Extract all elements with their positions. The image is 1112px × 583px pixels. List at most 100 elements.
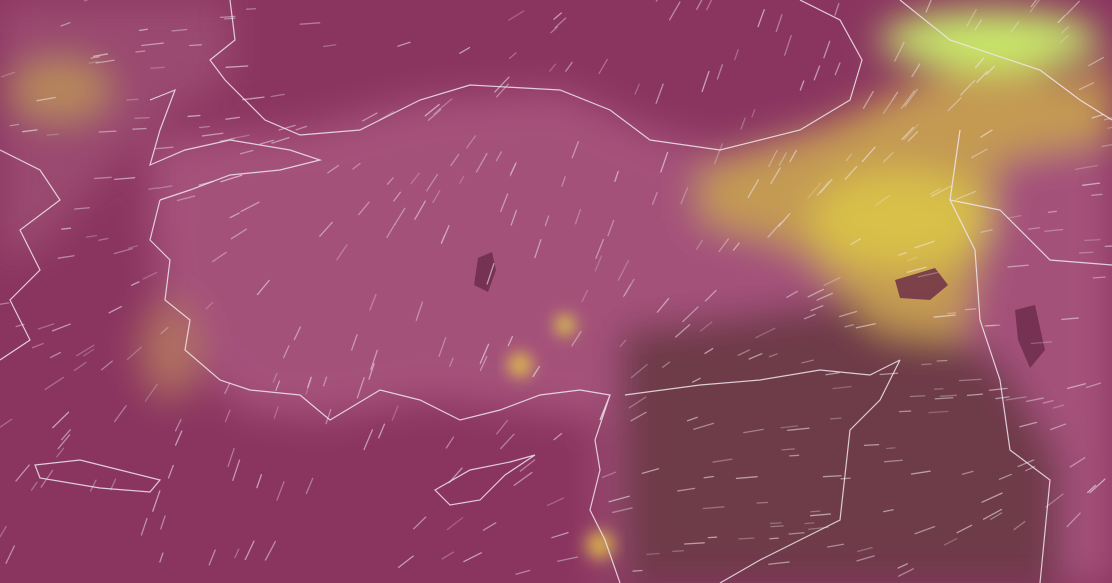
wind-streak	[1047, 210, 1058, 213]
wind-streak	[149, 66, 165, 69]
wind-streak	[608, 495, 630, 503]
wind-streak	[275, 380, 281, 392]
wind-streak	[614, 170, 619, 182]
wind-streak	[494, 76, 510, 93]
wind-streak	[807, 288, 825, 298]
wind-streak	[801, 359, 814, 364]
wind-streak	[748, 353, 763, 360]
dry-land-syria	[620, 300, 1060, 583]
wind-streak	[482, 522, 497, 531]
wind-streak	[397, 555, 414, 568]
wind-streak	[0, 418, 13, 428]
lake-urmia	[1015, 305, 1045, 368]
wind-streak	[220, 174, 243, 183]
wind-streak	[378, 110, 395, 121]
wind-streak	[1050, 423, 1067, 431]
wind-streak	[327, 164, 340, 174]
lake-van	[895, 268, 948, 300]
wind-streak	[1065, 0, 1080, 16]
wind-streak	[786, 290, 798, 298]
wind-streak	[427, 109, 442, 121]
wind-streak	[438, 98, 453, 110]
wind-streak	[822, 475, 842, 478]
wind-streak	[544, 215, 550, 227]
wind-streak	[425, 173, 439, 192]
wind-streak	[500, 193, 509, 213]
wind-streak	[743, 428, 764, 434]
wind-streak	[240, 201, 260, 213]
wind-streak	[508, 10, 525, 21]
cyprus	[434, 454, 536, 506]
wind-streak	[1086, 382, 1102, 388]
wind-streak	[891, 91, 899, 101]
wind-streak	[974, 57, 985, 69]
wind-streak	[98, 130, 117, 133]
wind-streak	[351, 334, 358, 351]
wind-streak	[225, 65, 249, 68]
wind-streak	[44, 376, 64, 391]
wind-streak	[5, 545, 15, 564]
hot-spots-small	[508, 315, 614, 559]
wind-streak	[556, 556, 579, 562]
wind-streak	[126, 98, 139, 101]
wind-streak	[984, 324, 996, 327]
wind-streak	[704, 347, 714, 355]
wind-streak	[974, 19, 982, 31]
wind-streak	[832, 385, 852, 390]
wind-streak	[234, 548, 240, 559]
wind-streak	[904, 88, 918, 107]
wind-streak	[362, 112, 378, 122]
wind-streak	[855, 323, 876, 329]
lakes	[474, 252, 1045, 368]
wind-streak	[1025, 465, 1036, 472]
wind-streak	[510, 163, 517, 175]
wind-streak	[897, 563, 908, 569]
marmara-coast	[149, 88, 323, 201]
wind-streak	[415, 301, 424, 321]
wind-streak	[356, 377, 365, 399]
wind-streak	[167, 464, 174, 479]
wind-streak	[60, 22, 71, 27]
wind-streak	[784, 34, 792, 56]
wind-streak	[113, 248, 133, 255]
wind-streak	[15, 464, 30, 482]
wind-streak	[917, 271, 939, 278]
border-iran	[949, 129, 1051, 583]
wind-streak	[1007, 214, 1022, 219]
hot-spot	[508, 353, 532, 377]
wind-streak	[0, 302, 10, 305]
wind-streak	[1078, 251, 1094, 254]
border-syria-turkey	[624, 359, 901, 396]
wind-streak	[108, 305, 123, 314]
wind-streak	[479, 343, 490, 364]
wind-streak	[1057, 14, 1066, 24]
wind-streak	[561, 176, 566, 187]
wind-streak	[768, 149, 778, 168]
wind-streak	[424, 103, 440, 117]
wind-streak	[60, 429, 71, 441]
wind-streak	[1087, 484, 1097, 494]
wind-streak	[819, 178, 833, 194]
wind-streak	[799, 80, 805, 91]
wind-streak	[1103, 117, 1112, 121]
wind-streak	[885, 447, 896, 450]
wind-streak	[549, 63, 557, 72]
black-sea-coast	[209, 0, 863, 151]
wind-streak	[622, 284, 632, 298]
wind-streak	[9, 123, 20, 127]
wind-streak	[757, 9, 765, 28]
wind-streak	[319, 221, 333, 237]
wind-streak	[219, 15, 236, 19]
wind-streak	[617, 260, 629, 281]
wind-streak	[132, 127, 147, 130]
wind-streak	[142, 271, 158, 280]
wind-streak	[574, 208, 581, 225]
wind-streak	[36, 96, 56, 102]
hot-spot	[555, 315, 575, 335]
wind-streak	[293, 326, 302, 341]
wind-streak	[276, 481, 285, 501]
wind-streak	[495, 151, 502, 162]
